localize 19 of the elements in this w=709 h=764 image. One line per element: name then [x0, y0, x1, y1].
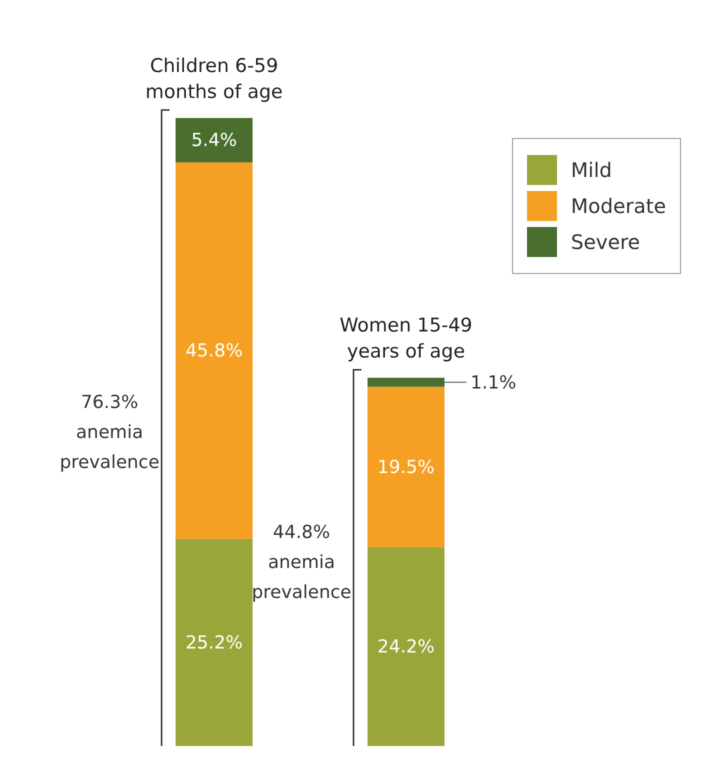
data-label: 5.4% — [191, 130, 237, 152]
legend-label: Severe — [570, 229, 642, 256]
data-label: 1.1% — [470, 372, 516, 394]
bar — [176, 162, 253, 539]
total-label: 44.8% anemia prevalence — [252, 522, 352, 603]
data-label: 25.2% — [185, 632, 243, 654]
data-label: 19.5% — [377, 456, 435, 478]
x-tick-label: Women 15-49 years of age — [340, 314, 472, 363]
bar — [368, 386, 445, 548]
total-label: 76.3% anemia prevalence — [60, 392, 160, 473]
bar — [368, 378, 445, 387]
legend-label: Mild — [570, 157, 613, 184]
x-tick-label: Children 6-59 months of age — [145, 55, 283, 103]
data-label: 45.8% — [185, 340, 243, 362]
data-label: 24.2% — [377, 636, 435, 658]
bar — [368, 547, 445, 746]
bar — [176, 118, 253, 162]
legend-label: Moderate — [570, 193, 666, 220]
bar — [176, 538, 253, 746]
